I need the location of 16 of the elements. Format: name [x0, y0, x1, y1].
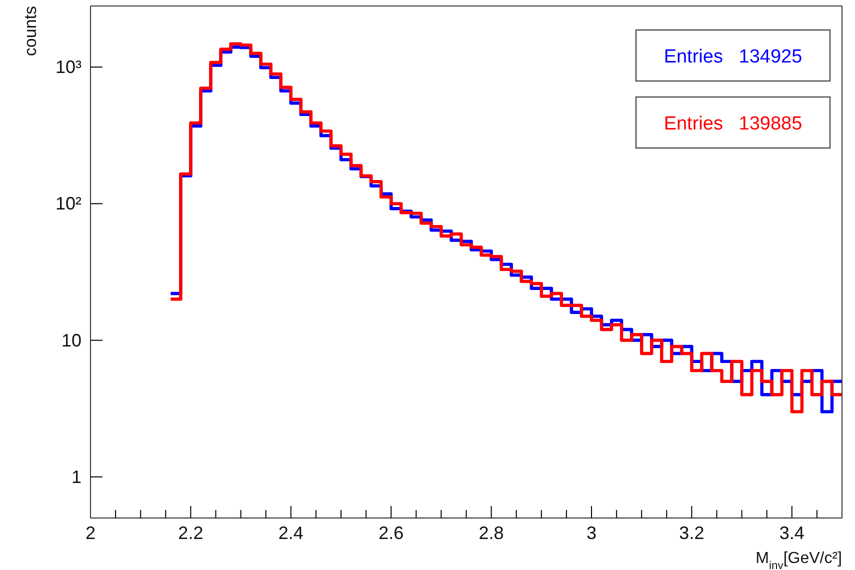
y-tick-label: 10 [61, 330, 82, 350]
x-tick-label: 3.4 [779, 522, 804, 543]
x-tick-label: 2.2 [178, 522, 204, 543]
x-tick-label: 3 [586, 522, 597, 543]
x-tick-label: 2.4 [278, 522, 304, 543]
x-axis-title: M$_{inv}$[GeV/c²] [756, 550, 842, 570]
y-tick-label: 10² [55, 194, 82, 214]
text: Entries 139885 [664, 114, 802, 134]
text: Entries 134925 [664, 46, 802, 68]
y-tick-label: 10³ [55, 57, 82, 78]
y-axis-title: counts [21, 6, 40, 56]
x-tick-label: 2.6 [378, 522, 404, 543]
x-tick-label: 2 [85, 522, 96, 543]
y-tick-label: 1 [71, 466, 82, 487]
x-tick-label: 2.8 [478, 522, 504, 543]
x-tick-label: 3.2 [679, 522, 704, 543]
